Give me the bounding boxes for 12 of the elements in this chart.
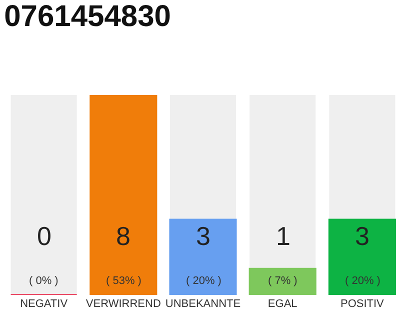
x-tick-label: UNBEKANNTE: [165, 298, 241, 310]
x-tick-label: POSITIV: [340, 298, 385, 310]
data-label: 1 ( 7% ): [268, 221, 298, 287]
x-tick-label: NEGATIV: [20, 298, 68, 310]
data-label: 3 ( 20% ): [345, 221, 380, 287]
data-label: 3 ( 20% ): [186, 221, 222, 287]
data-label: 8 ( 53% ): [106, 221, 142, 287]
chart-title: 0761454830: [4, 0, 171, 33]
bar: [248, 268, 316, 295]
x-tick-label: VERWIRREND: [86, 298, 161, 310]
x-tick-label: EGAL: [268, 298, 298, 310]
data-label: 0 ( 0% ): [29, 221, 58, 287]
